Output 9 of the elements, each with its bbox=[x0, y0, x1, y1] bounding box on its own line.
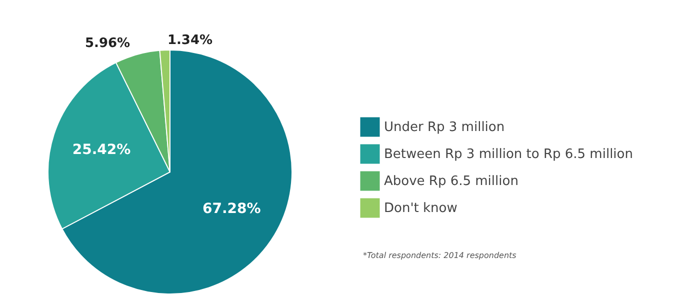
legend-label: Under Rp 3 million bbox=[384, 120, 505, 135]
text: *Total respondents: 2014 respondents bbox=[363, 251, 516, 260]
data-label: 1.34% bbox=[167, 33, 213, 48]
data-label: 67.28% bbox=[202, 201, 261, 218]
legend-label: Don't know bbox=[384, 201, 458, 216]
data-label: 5.96% bbox=[84, 36, 130, 51]
legend-label: Between Rp 3 million to Rp 6.5 million bbox=[384, 147, 633, 162]
data-label: 25.42% bbox=[72, 142, 131, 158]
legend-label: Above Rp 6.5 million bbox=[384, 174, 518, 189]
